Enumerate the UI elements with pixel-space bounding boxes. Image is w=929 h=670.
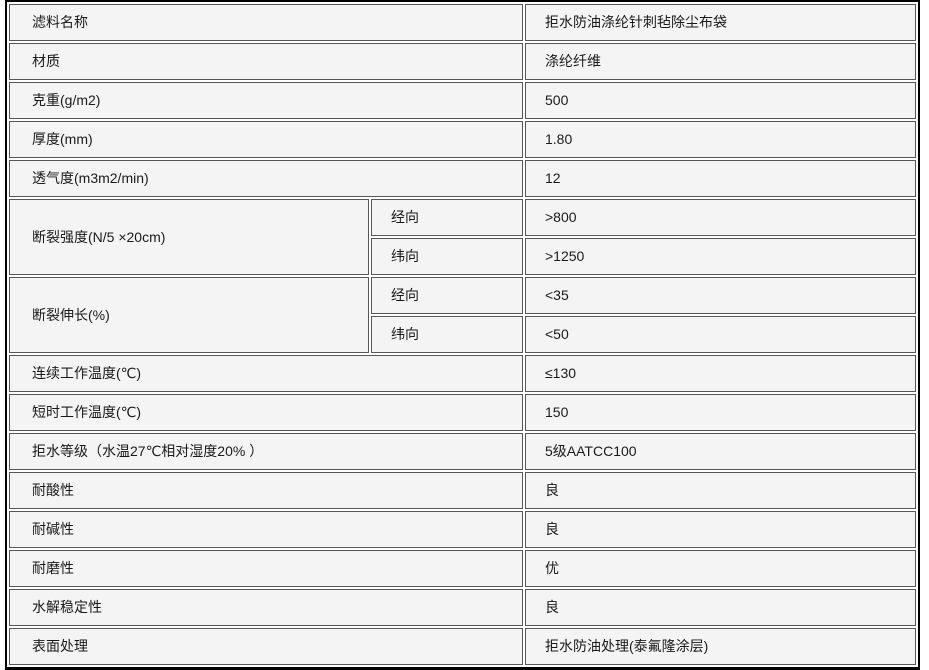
continuous-working-temp-label: 连续工作温度(℃) — [9, 355, 523, 392]
row-breaking-strength-warp: 断裂强度(N/5 ×20cm) 经向 >800 — [9, 199, 916, 275]
row-acid-resistance: 耐酸性 良 — [9, 472, 916, 509]
acid-resistance-value: 良 — [525, 472, 916, 509]
breaking-strength-weft-direction: 纬向 — [371, 238, 523, 275]
breaking-elongation-warp-direction: 经向 — [371, 277, 523, 314]
thickness-label: 厚度(mm) — [9, 121, 523, 158]
breaking-strength-weft-value: >1250 — [525, 238, 916, 275]
row-water-repellent-rating: 拒水等级（水温27℃相对湿度20% ） 5级AATCC100 — [9, 433, 916, 470]
surface-treatment-label: 表面处理 — [9, 628, 523, 665]
water-repellent-rating-label: 拒水等级（水温27℃相对湿度20% ） — [9, 433, 523, 470]
water-repellent-rating-value: 5级AATCC100 — [525, 433, 916, 470]
hydrolysis-stability-label: 水解稳定性 — [9, 589, 523, 626]
acid-resistance-label: 耐酸性 — [9, 472, 523, 509]
breaking-elongation-warp-value: <35 — [525, 277, 916, 314]
filter-name-value: 拒水防油涤纶针刺毡除尘布袋 — [525, 4, 916, 41]
breaking-strength-warp-value: >800 — [525, 199, 916, 236]
material-value: 涤纶纤维 — [525, 43, 916, 80]
weight-value: 500 — [525, 82, 916, 119]
row-material: 材质 涤纶纤维 — [9, 43, 916, 80]
breaking-strength-label: 断裂强度(N/5 ×20cm) — [9, 199, 369, 275]
air-permeability-value: 12 — [525, 160, 916, 197]
breaking-elongation-label: 断裂伸长(%) — [9, 277, 369, 353]
thickness-value: 1.80 — [525, 121, 916, 158]
row-weight: 克重(g/m2) 500 — [9, 82, 916, 119]
short-term-working-temp-value: 150 — [525, 394, 916, 431]
row-surface-treatment: 表面处理 拒水防油处理(泰氟隆涂层) — [9, 628, 916, 665]
filter-name-label: 滤料名称 — [9, 4, 523, 41]
surface-treatment-value: 拒水防油处理(泰氟隆涂层) — [525, 628, 916, 665]
abrasion-resistance-label: 耐磨性 — [9, 550, 523, 587]
air-permeability-label: 透气度(m3m2/min) — [9, 160, 523, 197]
row-abrasion-resistance: 耐磨性 优 — [9, 550, 916, 587]
row-hydrolysis-stability: 水解稳定性 良 — [9, 589, 916, 626]
breaking-strength-warp-direction: 经向 — [371, 199, 523, 236]
row-filter-name: 滤料名称 拒水防油涤纶针刺毡除尘布袋 — [9, 4, 916, 41]
row-alkali-resistance: 耐碱性 良 — [9, 511, 916, 548]
short-term-working-temp-label: 短时工作温度(℃) — [9, 394, 523, 431]
continuous-working-temp-value: ≤130 — [525, 355, 916, 392]
hydrolysis-stability-value: 良 — [525, 589, 916, 626]
material-label: 材质 — [9, 43, 523, 80]
row-breaking-elongation-warp: 断裂伸长(%) 经向 <35 — [9, 277, 916, 353]
breaking-elongation-weft-direction: 纬向 — [371, 316, 523, 353]
row-short-term-working-temp: 短时工作温度(℃) 150 — [9, 394, 916, 431]
abrasion-resistance-value: 优 — [525, 550, 916, 587]
alkali-resistance-label: 耐碱性 — [9, 511, 523, 548]
row-breaking-elongation-weft: 纬向 <50 — [9, 316, 916, 353]
spec-table: 滤料名称 拒水防油涤纶针刺毡除尘布袋 材质 涤纶纤维 克重(g/m2) 500 … — [5, 0, 920, 670]
row-continuous-working-temp: 连续工作温度(℃) ≤130 — [9, 355, 916, 392]
breaking-elongation-weft-value: <50 — [525, 316, 916, 353]
alkali-resistance-value: 良 — [525, 511, 916, 548]
row-thickness: 厚度(mm) 1.80 — [9, 121, 916, 158]
row-air-permeability: 透气度(m3m2/min) 12 — [9, 160, 916, 197]
weight-label: 克重(g/m2) — [9, 82, 523, 119]
row-breaking-strength-weft: 纬向 >1250 — [9, 238, 916, 275]
